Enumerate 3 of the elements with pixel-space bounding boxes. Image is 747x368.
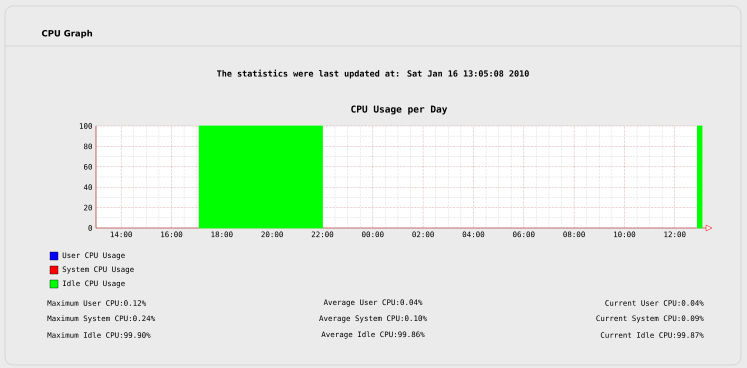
chart-title: CPU Usage per Day [351, 106, 448, 114]
text: CPU Graph [42, 30, 92, 38]
chart-subtitle: The statistics were last updated at: Sat Jan 16 13:05:08 2010 [217, 70, 529, 78]
